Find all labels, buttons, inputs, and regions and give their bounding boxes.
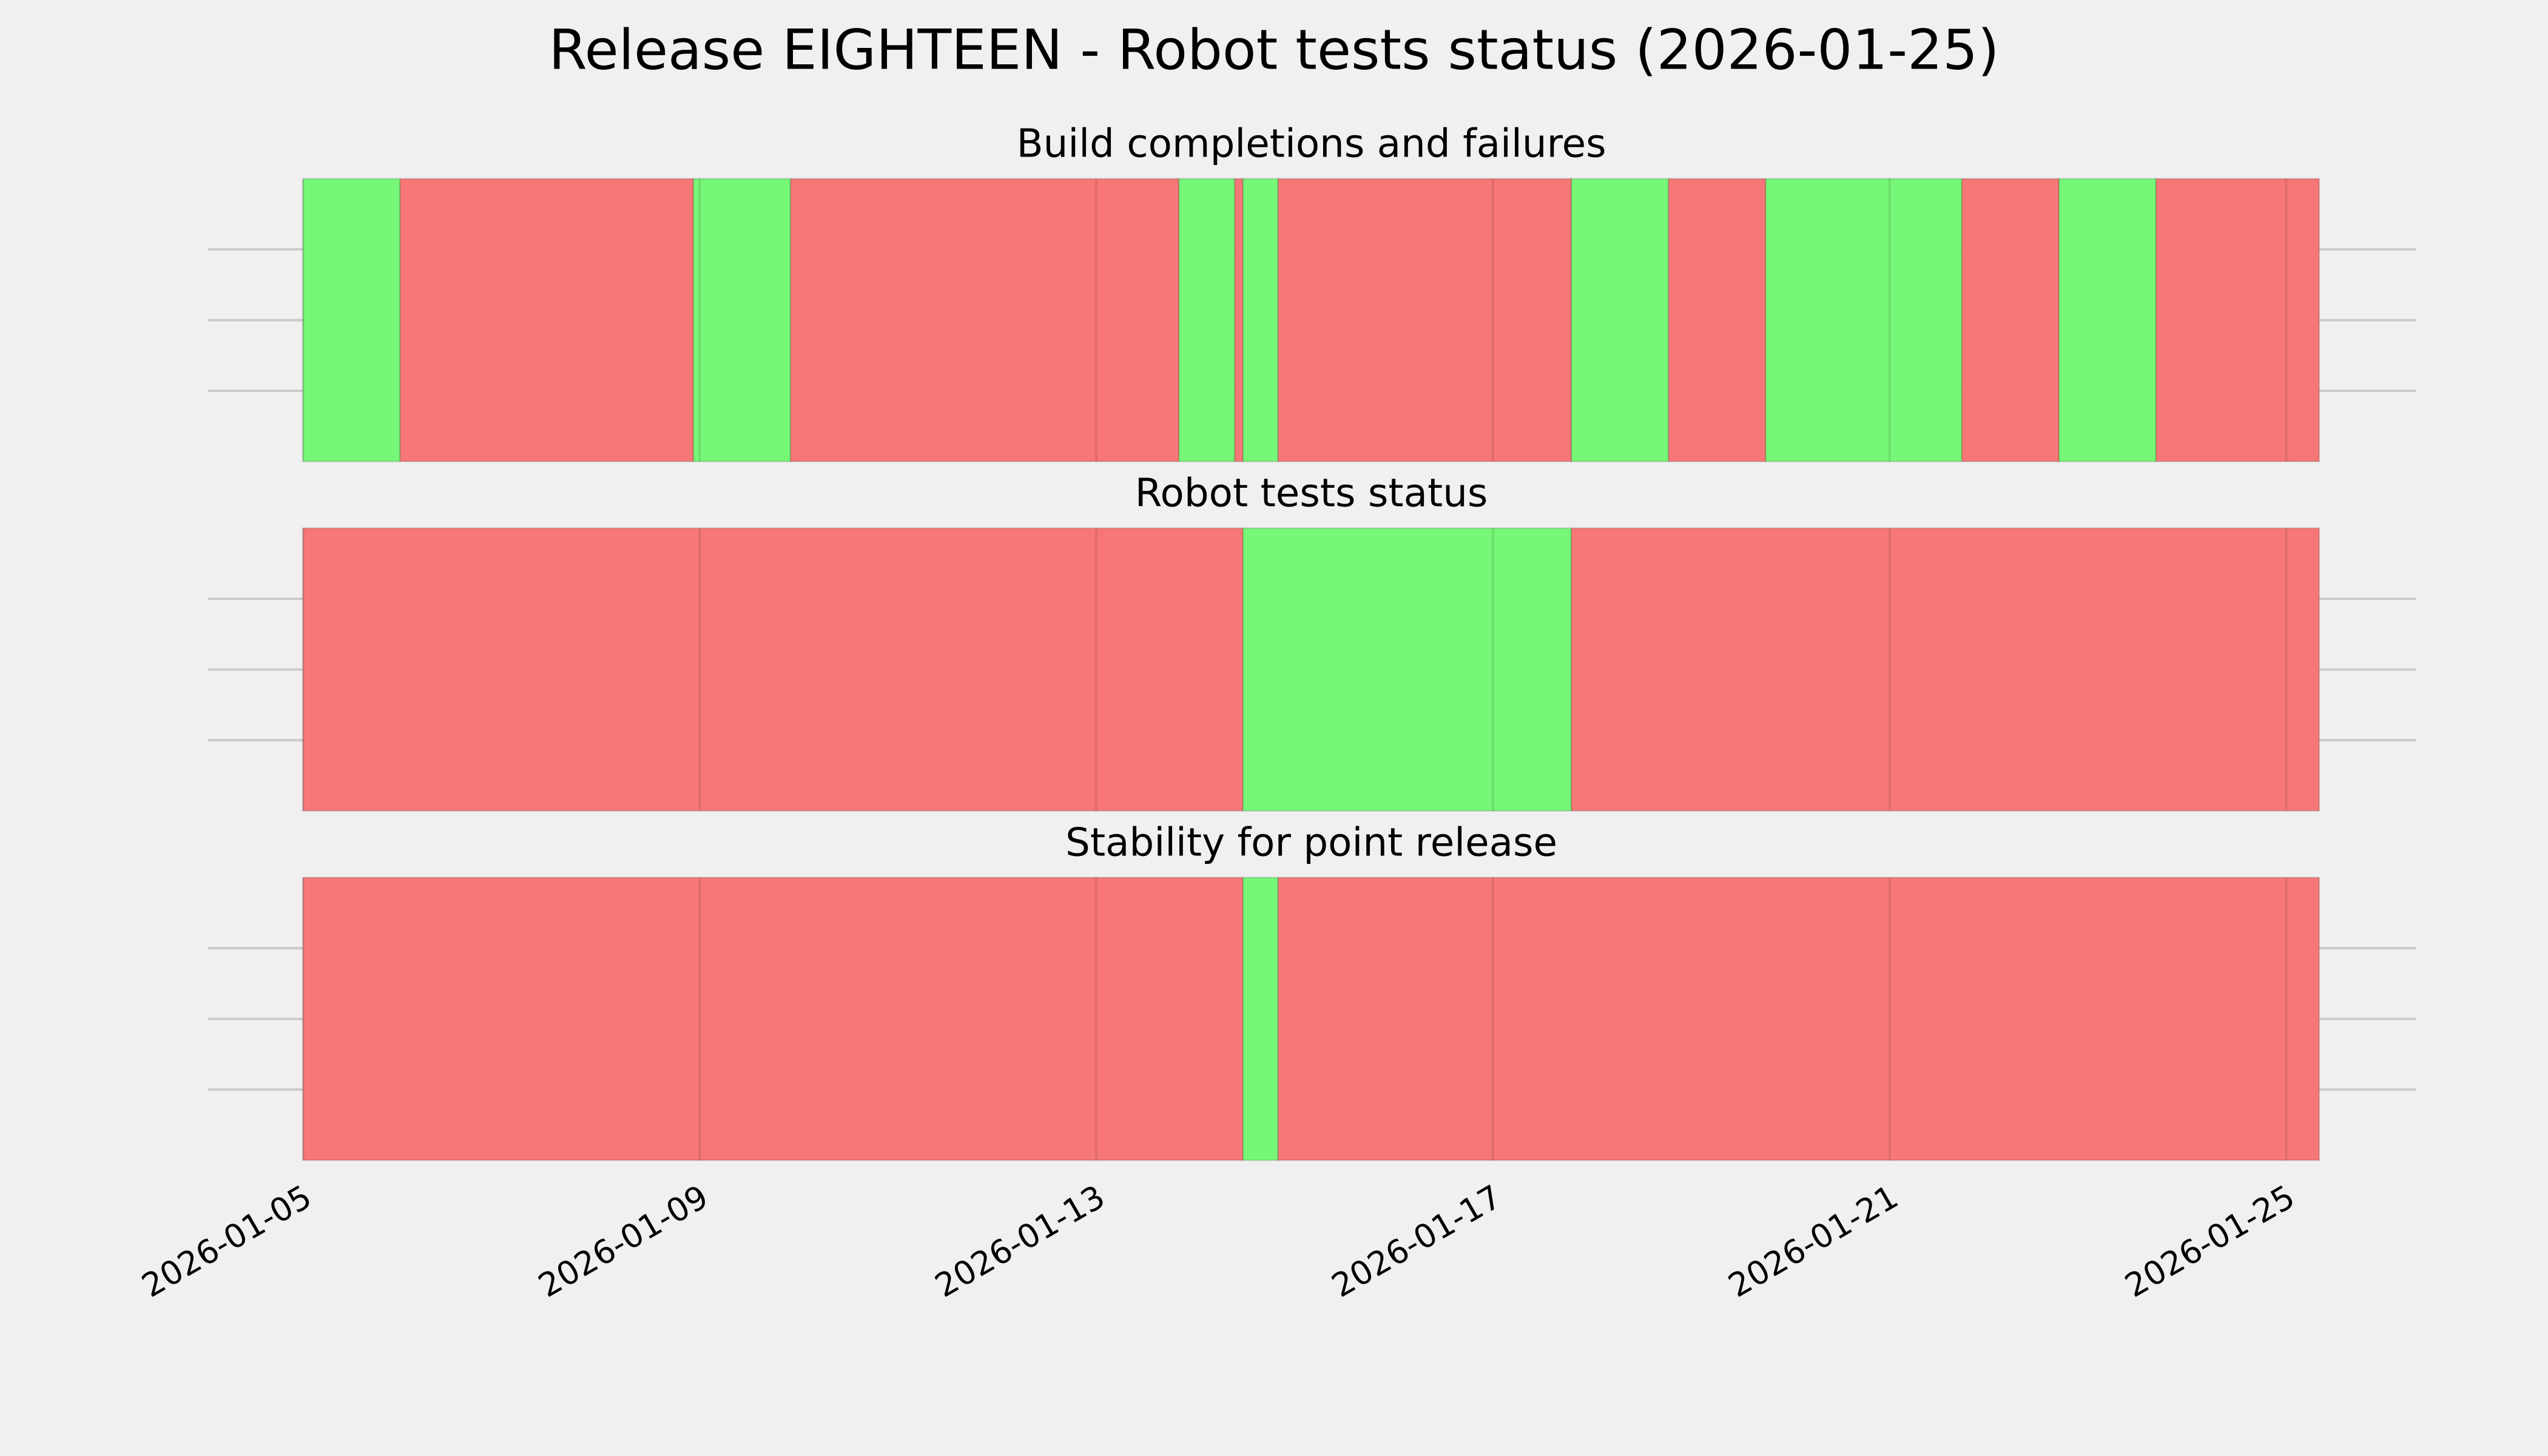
- status-span: [302, 178, 401, 463]
- status-span: [2155, 178, 2320, 463]
- panel-title: Robot tests status: [1135, 471, 1488, 516]
- chart-title: Release EIGHTEEN - Robot tests status (2…: [548, 18, 1999, 82]
- status-span: [1277, 178, 1572, 463]
- status-span: [302, 527, 1244, 812]
- status-span: [1570, 178, 1670, 463]
- status-span: [302, 877, 1244, 1161]
- panel-title: Build completions and failures: [1017, 121, 1606, 167]
- status-span: [2058, 178, 2157, 463]
- status-span: [1668, 178, 1767, 463]
- panel-title: Stability for point release: [1065, 820, 1557, 865]
- status-span: [1570, 527, 2320, 812]
- status-span: [1242, 877, 1279, 1161]
- status-span: [692, 178, 792, 463]
- status-span: [1961, 178, 2060, 463]
- status-span: [789, 178, 1180, 463]
- status-span: [1178, 178, 1236, 463]
- status-span: [1242, 527, 1572, 812]
- status-span: [1277, 877, 2320, 1161]
- status-span: [399, 178, 695, 463]
- status-span: [1233, 178, 1244, 463]
- status-span: [1765, 178, 1963, 463]
- status-span: [1242, 178, 1279, 463]
